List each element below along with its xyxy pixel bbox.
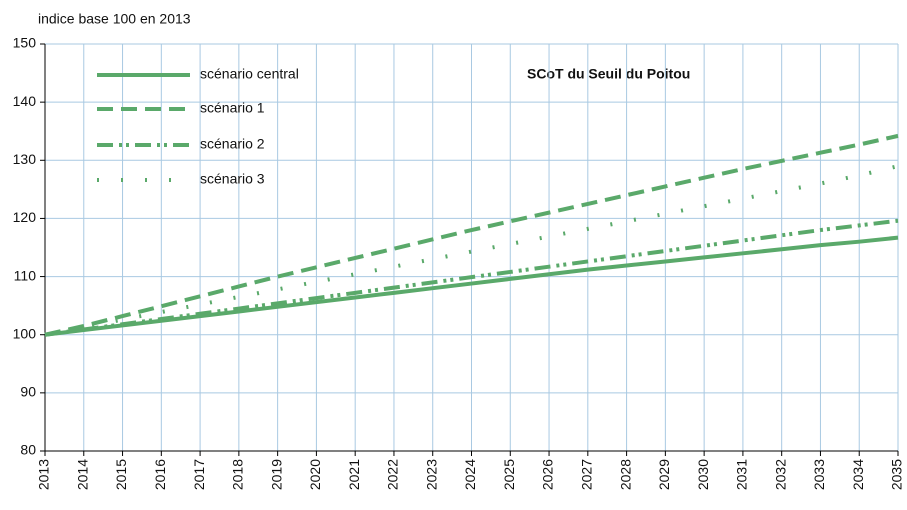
- y-tick-label: 90: [20, 384, 36, 400]
- x-tick-label: 2026: [540, 459, 556, 490]
- x-tick-label: 2025: [501, 459, 517, 490]
- x-tick-label: 2027: [579, 459, 595, 490]
- series-line: [44, 218, 899, 337]
- x-tick-label: 2014: [74, 459, 90, 490]
- y-tick-label: 100: [13, 325, 37, 341]
- x-tick-label: 2022: [385, 459, 401, 490]
- series-line: [44, 133, 899, 337]
- x-tick-label: 2031: [734, 459, 750, 490]
- y-axis-label: indice base 100 en 2013: [38, 11, 191, 27]
- y-tick-label: 110: [14, 267, 37, 283]
- x-tick-label: 2034: [850, 459, 866, 490]
- x-tick-label: 2019: [268, 459, 284, 490]
- y-tick-label: 130: [13, 151, 37, 167]
- y-tick-label: 120: [13, 209, 37, 225]
- y-tick-label: 80: [20, 442, 36, 458]
- legend-label: scénario 1: [200, 100, 265, 116]
- x-tick-label: 2020: [307, 459, 323, 490]
- chart-title: SCoT du Seuil du Poitou: [527, 66, 690, 82]
- x-tick-label: 2021: [346, 459, 362, 490]
- x-tick-label: 2016: [152, 459, 168, 490]
- legend-label: scénario 3: [200, 171, 265, 187]
- x-tick-label: 2035: [889, 459, 905, 490]
- series-line: [44, 235, 899, 337]
- legend-label: scénario central: [200, 66, 299, 82]
- x-tick-label: 2013: [36, 459, 52, 490]
- series-line: [44, 164, 899, 337]
- x-tick-label: 2015: [113, 459, 129, 490]
- y-tick-label: 140: [13, 93, 37, 109]
- x-tick-label: 2023: [423, 459, 439, 490]
- y-tick-label: 150: [13, 35, 37, 51]
- legend-label: scénario 2: [200, 136, 265, 152]
- x-tick-label: 2032: [772, 459, 788, 490]
- x-tick-label: 2018: [230, 459, 246, 490]
- x-tick-label: 2030: [695, 459, 711, 490]
- x-tick-label: 2028: [617, 459, 633, 490]
- x-tick-label: 2017: [191, 459, 207, 490]
- x-tick-label: 2029: [656, 459, 672, 490]
- x-tick-label: 2024: [462, 459, 478, 490]
- x-tick-label: 2033: [811, 459, 827, 490]
